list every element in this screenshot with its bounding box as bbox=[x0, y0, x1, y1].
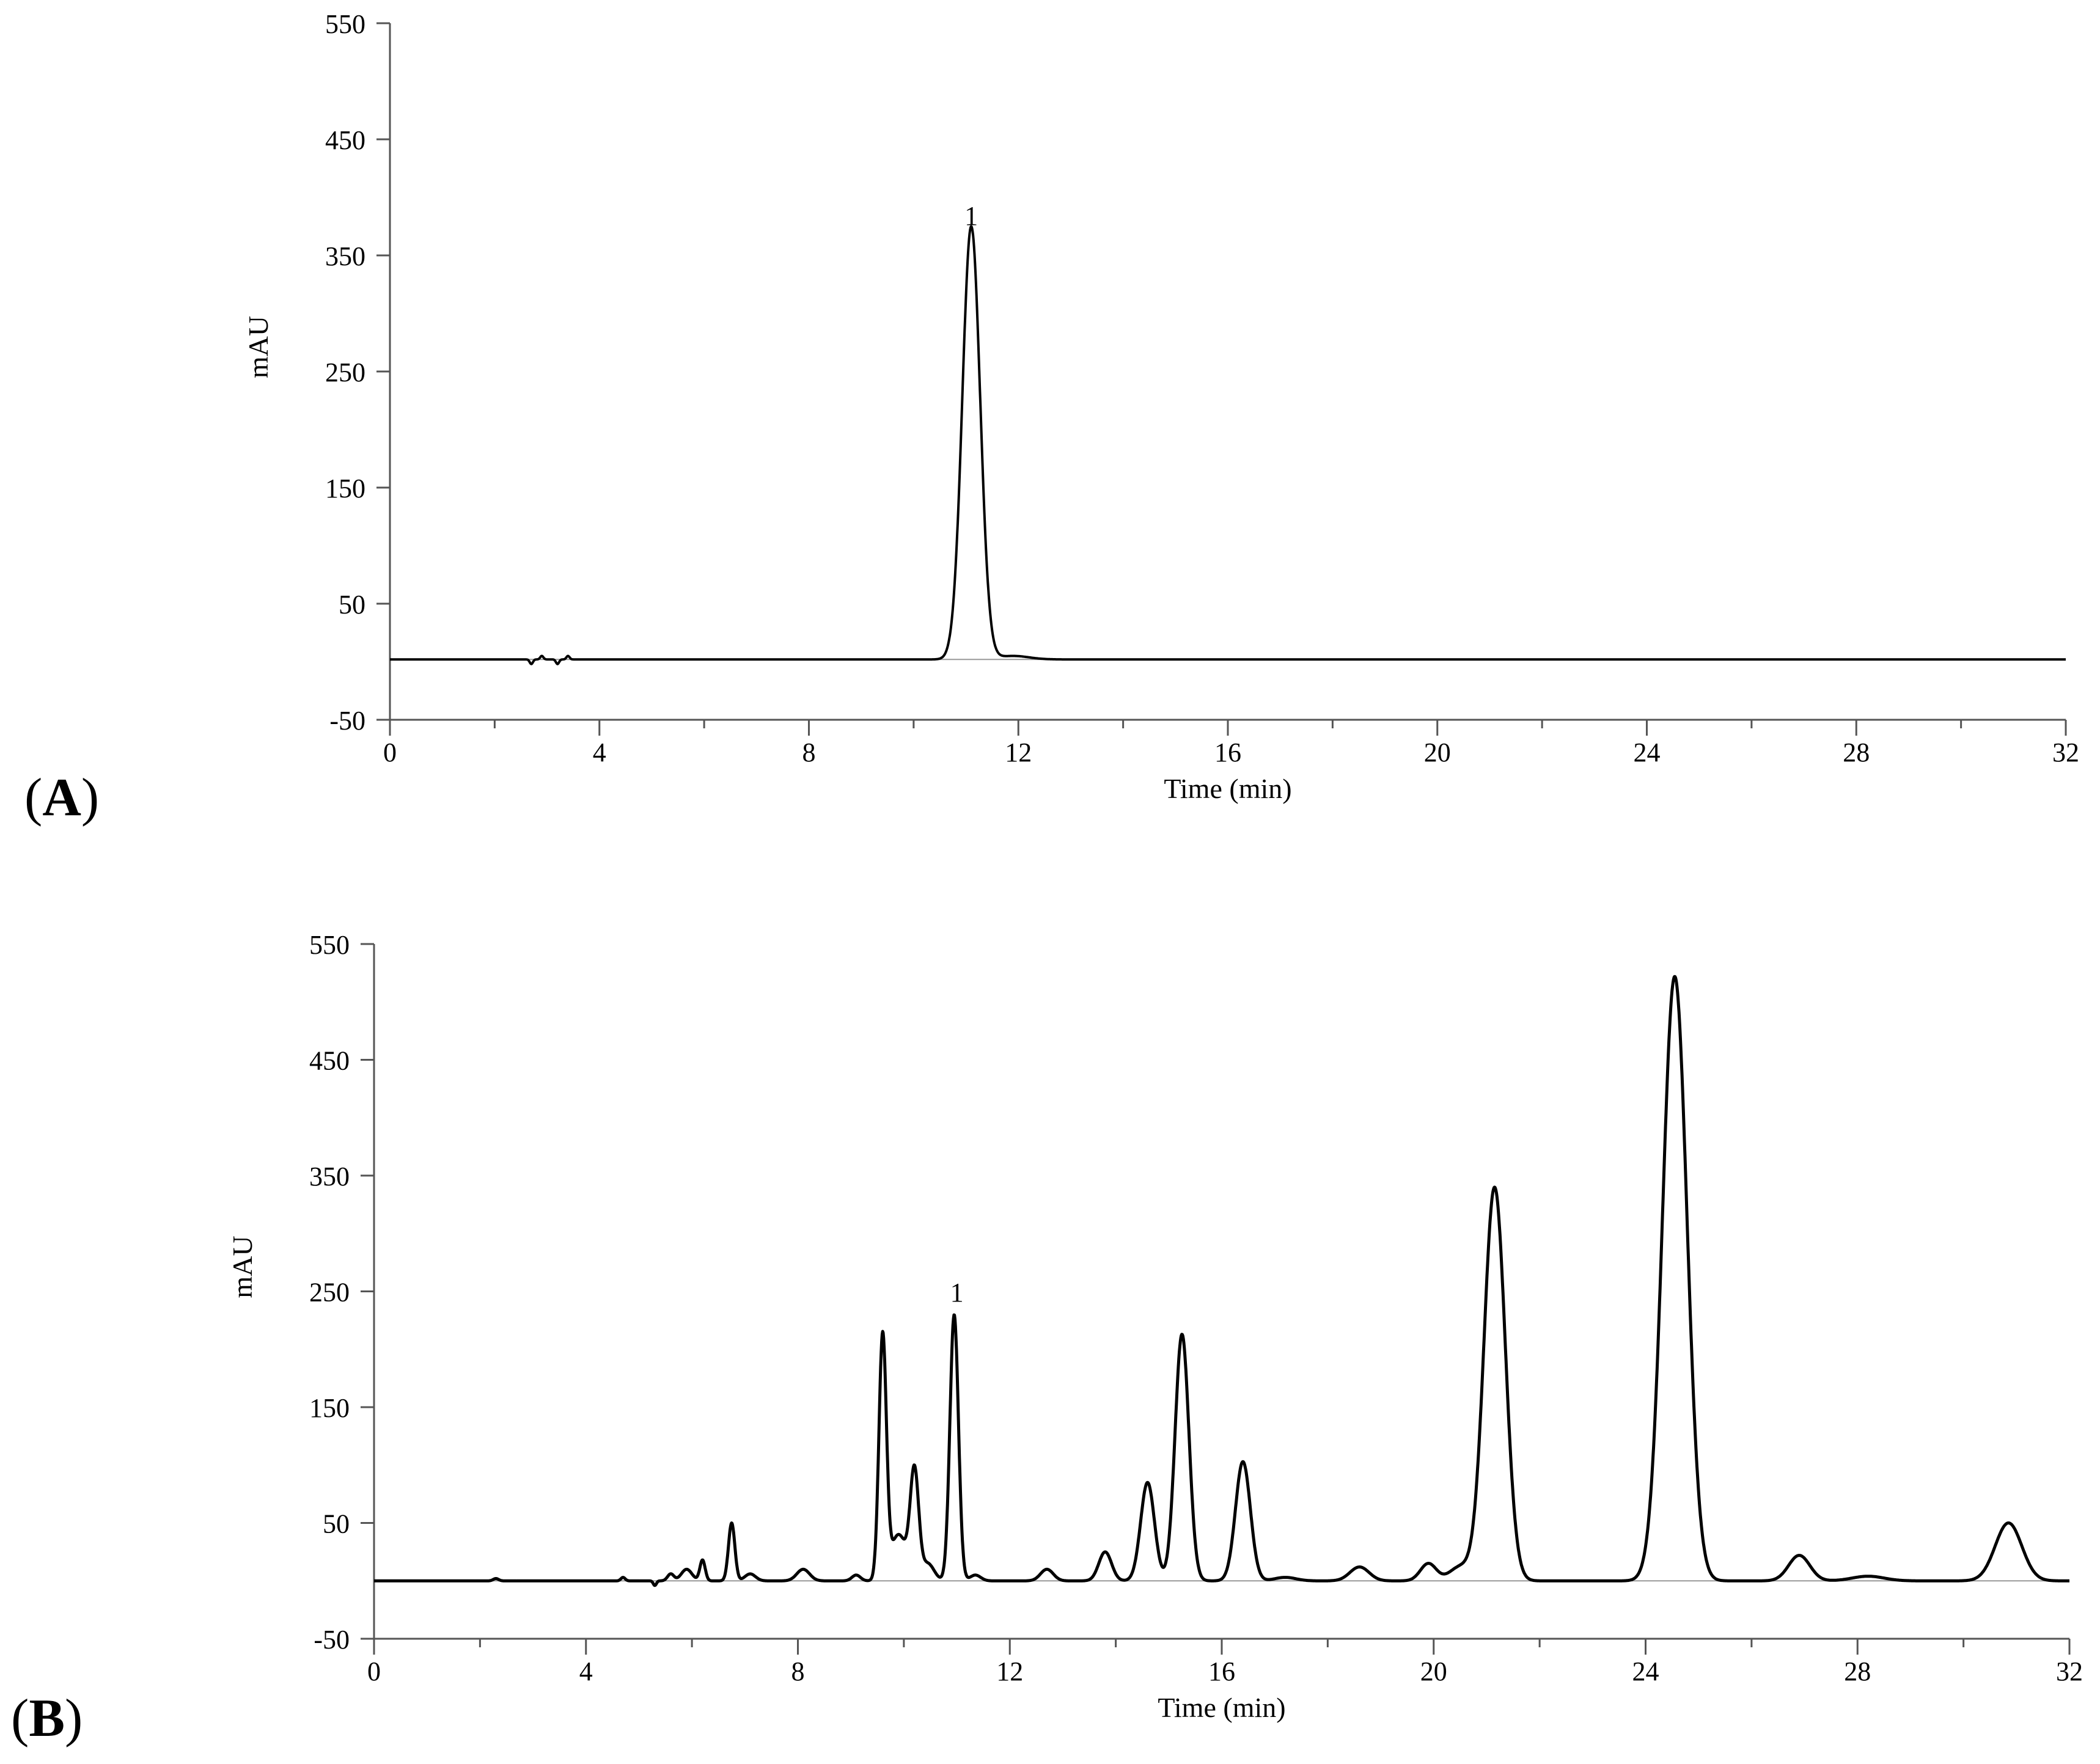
y-tick-label-b: -50 bbox=[314, 1625, 350, 1655]
x-tick-label-b: 0 bbox=[367, 1656, 381, 1686]
panel-label-a-text: A bbox=[42, 768, 81, 827]
x-axis-title-a: Time (min) bbox=[1164, 773, 1291, 804]
panel-label-b-text: B bbox=[29, 1689, 65, 1748]
y-tick-label-b: 450 bbox=[309, 1046, 350, 1076]
y-tick-label-a: 150 bbox=[325, 474, 365, 503]
y-tick-label-a: -50 bbox=[329, 706, 365, 736]
x-tick-label-b: 20 bbox=[1420, 1656, 1447, 1686]
x-tick-label-b: 4 bbox=[579, 1656, 593, 1686]
peak-label-b: 1 bbox=[950, 1278, 964, 1308]
y-tick-label-b: 350 bbox=[309, 1162, 350, 1191]
x-axis-title-b: Time (min) bbox=[1158, 1692, 1285, 1723]
y-axis-title-a: mAU bbox=[243, 316, 274, 378]
x-tick-label-a: 4 bbox=[593, 737, 606, 767]
peak-label-a: 1 bbox=[964, 201, 978, 231]
x-tick-label-a: 8 bbox=[802, 737, 816, 767]
x-tick-label-b: 24 bbox=[1632, 1656, 1659, 1686]
x-tick-label-b: 12 bbox=[996, 1656, 1023, 1686]
x-tick-label-a: 16 bbox=[1214, 737, 1241, 767]
y-tick-label-b: 250 bbox=[309, 1278, 350, 1308]
chromatogram-trace-b bbox=[373, 975, 2071, 1587]
x-tick-label-a: 32 bbox=[2052, 737, 2079, 767]
y-tick-label-b: 550 bbox=[309, 930, 350, 960]
y-axis-title-b: mAU bbox=[227, 1235, 258, 1298]
x-tick-label-a: 0 bbox=[383, 737, 397, 767]
panel-label-a: (A) bbox=[24, 768, 100, 827]
x-tick-label-a: 24 bbox=[1634, 737, 1661, 767]
y-tick-label-a: 450 bbox=[325, 125, 365, 155]
x-tick-label-b: 32 bbox=[2056, 1656, 2083, 1686]
x-tick-label-b: 8 bbox=[791, 1656, 805, 1686]
x-tick-label-b: 16 bbox=[1208, 1656, 1235, 1686]
y-tick-label-a: 550 bbox=[325, 9, 365, 39]
y-tick-label-a: 350 bbox=[325, 241, 365, 271]
panel-label-b: (B) bbox=[11, 1689, 83, 1748]
x-tick-label-b: 28 bbox=[1844, 1656, 1871, 1686]
x-tick-label-a: 12 bbox=[1005, 737, 1032, 767]
x-tick-label-a: 28 bbox=[1843, 737, 1870, 767]
y-tick-label-a: 250 bbox=[325, 357, 365, 387]
y-tick-label-b: 150 bbox=[309, 1393, 350, 1423]
y-tick-label-a: 50 bbox=[339, 590, 365, 620]
y-tick-label-b: 50 bbox=[323, 1509, 350, 1539]
chromatogram-trace-a bbox=[389, 225, 2067, 665]
x-tick-label-a: 20 bbox=[1424, 737, 1451, 767]
